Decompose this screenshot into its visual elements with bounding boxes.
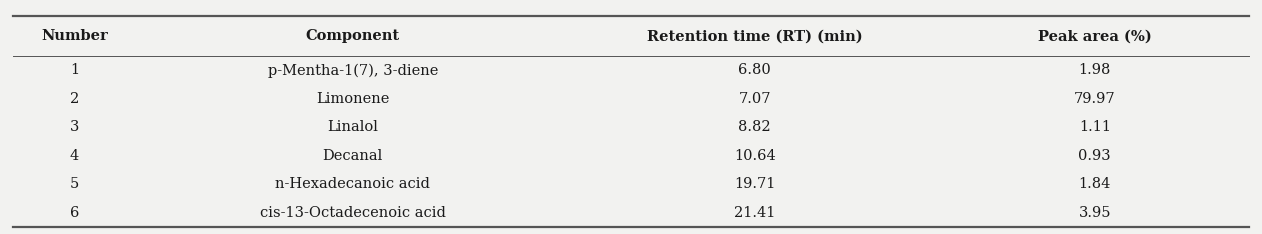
Text: Retention time (RT) (min): Retention time (RT) (min) — [647, 29, 862, 43]
Text: n-Hexadecanoic acid: n-Hexadecanoic acid — [275, 177, 430, 191]
Text: 1.98: 1.98 — [1079, 63, 1111, 77]
Text: 3: 3 — [69, 120, 80, 134]
Text: 0.93: 0.93 — [1079, 149, 1111, 163]
Text: Linalol: Linalol — [327, 120, 379, 134]
Text: Limonene: Limonene — [316, 92, 390, 106]
Text: Component: Component — [305, 29, 400, 43]
Text: 6.80: 6.80 — [738, 63, 771, 77]
Text: 21.41: 21.41 — [734, 206, 775, 220]
Text: 10.64: 10.64 — [733, 149, 776, 163]
Text: 1.84: 1.84 — [1079, 177, 1111, 191]
Text: 7.07: 7.07 — [738, 92, 771, 106]
Text: 79.97: 79.97 — [1074, 92, 1116, 106]
Text: Number: Number — [42, 29, 107, 43]
Text: 19.71: 19.71 — [734, 177, 775, 191]
Text: 5: 5 — [69, 177, 80, 191]
Text: p-Mentha-1(7), 3-diene: p-Mentha-1(7), 3-diene — [268, 63, 438, 78]
Text: Peak area (%): Peak area (%) — [1037, 29, 1152, 43]
Text: 1.11: 1.11 — [1079, 120, 1111, 134]
Text: cis-13-Octadecenoic acid: cis-13-Octadecenoic acid — [260, 206, 445, 220]
Text: 1: 1 — [69, 63, 80, 77]
Text: 3.95: 3.95 — [1079, 206, 1111, 220]
Text: 2: 2 — [69, 92, 80, 106]
Text: 8.82: 8.82 — [738, 120, 771, 134]
Text: 6: 6 — [69, 206, 80, 220]
Text: Decanal: Decanal — [323, 149, 382, 163]
Text: 4: 4 — [69, 149, 80, 163]
